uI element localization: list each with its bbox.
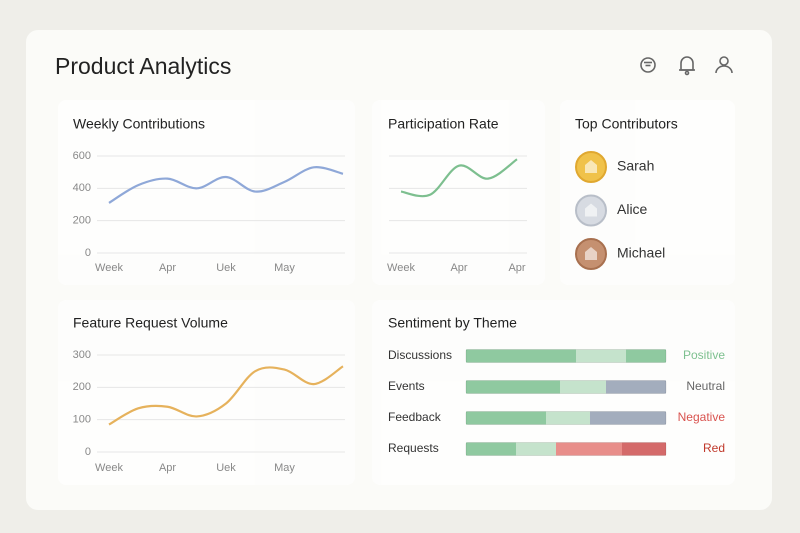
filter-icon[interactable] xyxy=(640,57,656,73)
x-tick-label: Apr xyxy=(159,462,176,474)
y-tick-label: 600 xyxy=(73,150,91,162)
x-tick-label: Apr xyxy=(159,262,176,274)
y-tick-label: 100 xyxy=(73,414,91,426)
y-tick-label: 0 xyxy=(85,446,91,458)
y-tick-label: 0 xyxy=(85,247,91,259)
header-icons xyxy=(640,56,733,76)
x-tick-label: Week xyxy=(95,462,123,474)
bar-outline xyxy=(465,380,667,394)
x-tick-label: Apr xyxy=(508,262,525,274)
bar-segment xyxy=(590,411,666,425)
row-status: Neutral xyxy=(686,379,725,393)
x-tick-label: Week xyxy=(387,262,415,274)
user-icon[interactable] xyxy=(715,56,733,74)
line-series xyxy=(108,166,344,204)
x-tick-label: Week xyxy=(95,262,123,274)
row-status: Red xyxy=(703,441,725,455)
contributor-name: Alice xyxy=(617,201,648,217)
x-tick-label: Apr xyxy=(450,262,467,274)
bar-segment xyxy=(626,349,666,363)
y-tick-label: 200 xyxy=(73,215,91,227)
bar-outline xyxy=(465,349,667,363)
bar-segment xyxy=(466,380,560,394)
bell-icon[interactable] xyxy=(679,56,695,76)
row-status: Positive xyxy=(683,348,725,362)
bar-segment xyxy=(546,411,590,425)
panel xyxy=(560,100,735,285)
line-series xyxy=(108,365,344,426)
bar-outline xyxy=(465,411,667,425)
bar-segment xyxy=(576,349,626,363)
panel xyxy=(58,100,355,285)
bar-outline xyxy=(465,442,667,456)
chart-title: Weekly Contributions xyxy=(73,116,205,132)
x-tick-label: May xyxy=(274,462,295,474)
bar-segment xyxy=(516,442,556,456)
row-label: Events xyxy=(388,379,425,393)
row-label: Requests xyxy=(388,441,439,455)
line-series xyxy=(400,158,518,198)
avatar-icon xyxy=(585,247,597,260)
panel-title: Sentiment by Theme xyxy=(388,315,517,331)
bar-segment xyxy=(466,442,516,456)
page-title: Product Analytics xyxy=(55,53,231,79)
bar-segment xyxy=(560,380,606,394)
y-tick-label: 300 xyxy=(73,349,91,361)
bar-segment xyxy=(466,411,546,425)
x-tick-label: Uek xyxy=(216,262,236,274)
avatar-icon xyxy=(585,203,597,217)
row-status: Negative xyxy=(678,410,726,424)
contributor-name: Sarah xyxy=(617,158,654,174)
bar-segment xyxy=(606,380,666,394)
chart-title: Participation Rate xyxy=(388,116,499,132)
contributor-name: Michael xyxy=(617,245,665,261)
y-tick-label: 200 xyxy=(73,381,91,393)
chart-title: Feature Request Volume xyxy=(73,315,228,331)
panel-title: Top Contributors xyxy=(575,116,678,132)
bar-segment xyxy=(466,349,576,363)
x-tick-label: Uek xyxy=(216,462,236,474)
row-label: Discussions xyxy=(388,348,452,362)
panel xyxy=(372,100,545,285)
panel xyxy=(58,300,355,485)
y-tick-label: 400 xyxy=(73,182,91,194)
x-tick-label: May xyxy=(274,262,295,274)
bar-segment xyxy=(622,442,666,456)
row-label: Feedback xyxy=(388,410,442,424)
avatar-icon xyxy=(585,160,597,173)
bar-segment xyxy=(556,442,622,456)
